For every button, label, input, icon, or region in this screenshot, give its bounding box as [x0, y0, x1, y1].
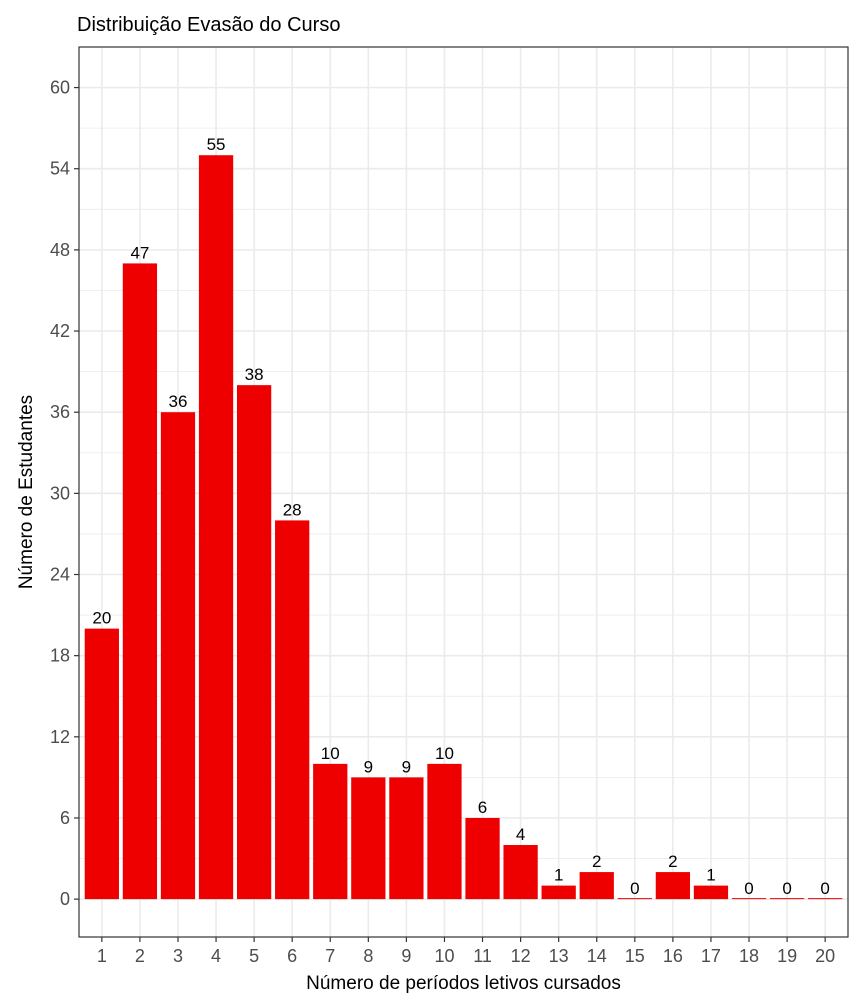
x-tick-label: 5	[249, 946, 259, 966]
bar-14	[579, 872, 614, 900]
bar-2	[122, 263, 158, 900]
y-axis: 0 6 12 18 24 30 36 42 48 54 60	[50, 78, 79, 909]
bar-17	[693, 885, 729, 900]
x-tick-label: 4	[211, 946, 221, 966]
x-tick-label: 19	[777, 946, 797, 966]
bar-3	[160, 412, 196, 900]
x-tick-label: 15	[625, 946, 645, 966]
data-label-20: 0	[820, 879, 829, 898]
data-label-6: 28	[283, 500, 302, 519]
x-axis: 1 2 3 4 5 6 7 8 9 10 11 12 13 14 15 16 17 18 19 20	[97, 937, 835, 966]
bar-11	[465, 817, 500, 900]
bar-7	[313, 763, 348, 900]
x-tick-label: 18	[739, 946, 759, 966]
y-tick-label: 42	[50, 321, 70, 341]
data-label-15: 0	[630, 879, 639, 898]
bar-20	[808, 898, 843, 900]
y-tick-label: 48	[50, 240, 70, 260]
data-label-13: 1	[554, 866, 563, 885]
x-tick-label: 3	[173, 946, 183, 966]
x-tick-label: 13	[549, 946, 569, 966]
data-label-16: 2	[668, 852, 677, 871]
bar-15	[617, 898, 652, 900]
bar-1	[84, 628, 119, 900]
plot-panel-border	[78, 46, 849, 938]
bars	[84, 155, 843, 900]
bar-19	[769, 898, 805, 900]
x-tick-label: 17	[701, 946, 721, 966]
data-label-10: 10	[435, 744, 454, 763]
x-tick-label: 8	[363, 946, 373, 966]
x-tick-label: 20	[815, 946, 835, 966]
y-tick-label: 18	[50, 646, 70, 666]
bar-6	[275, 520, 310, 900]
bar-10	[427, 763, 462, 900]
bar-8	[351, 777, 386, 900]
x-tick-label: 7	[325, 946, 335, 966]
data-label-18: 0	[744, 879, 753, 898]
bar-18	[731, 898, 767, 900]
y-tick-label: 30	[50, 483, 70, 503]
x-tick-label: 12	[511, 946, 531, 966]
bar-12	[503, 845, 538, 900]
x-axis-title: Número de períodos letivos cursados	[306, 973, 621, 994]
x-tick-label: 1	[97, 946, 107, 966]
data-label-4: 55	[207, 135, 226, 154]
data-label-11: 6	[478, 798, 487, 817]
bar-4	[198, 155, 234, 900]
data-label-1: 20	[92, 609, 111, 628]
y-tick-label: 24	[50, 565, 70, 585]
y-tick-label: 12	[50, 727, 70, 747]
y-axis-title: Número de Estudantes	[16, 395, 37, 589]
y-tick-label: 6	[60, 808, 70, 828]
data-label-12: 4	[516, 825, 525, 844]
data-label-17: 1	[706, 866, 715, 885]
chart-title: Distribuição Evasão do Curso	[77, 14, 341, 36]
data-label-5: 38	[245, 365, 264, 384]
data-label-7: 10	[321, 744, 340, 763]
data-label-19: 0	[782, 879, 791, 898]
x-tick-label: 14	[587, 946, 607, 966]
bar-5	[236, 385, 272, 900]
y-tick-label: 60	[50, 78, 70, 98]
bar-13	[541, 885, 576, 900]
x-tick-label: 6	[287, 946, 297, 966]
data-label-3: 36	[169, 392, 188, 411]
x-tick-label: 11	[473, 946, 492, 966]
data-label-14: 2	[592, 852, 601, 871]
bar-16	[655, 872, 691, 900]
data-label-2: 47	[130, 243, 149, 262]
bar-9	[389, 777, 424, 900]
y-tick-label: 0	[60, 889, 70, 909]
x-tick-label: 2	[135, 946, 145, 966]
x-tick-label: 9	[401, 946, 411, 966]
data-label-9: 9	[402, 757, 411, 776]
x-tick-label: 10	[434, 946, 454, 966]
y-tick-label: 36	[50, 402, 70, 422]
y-tick-label: 54	[50, 159, 70, 179]
data-label-8: 9	[364, 757, 373, 776]
x-tick-label: 16	[663, 946, 683, 966]
